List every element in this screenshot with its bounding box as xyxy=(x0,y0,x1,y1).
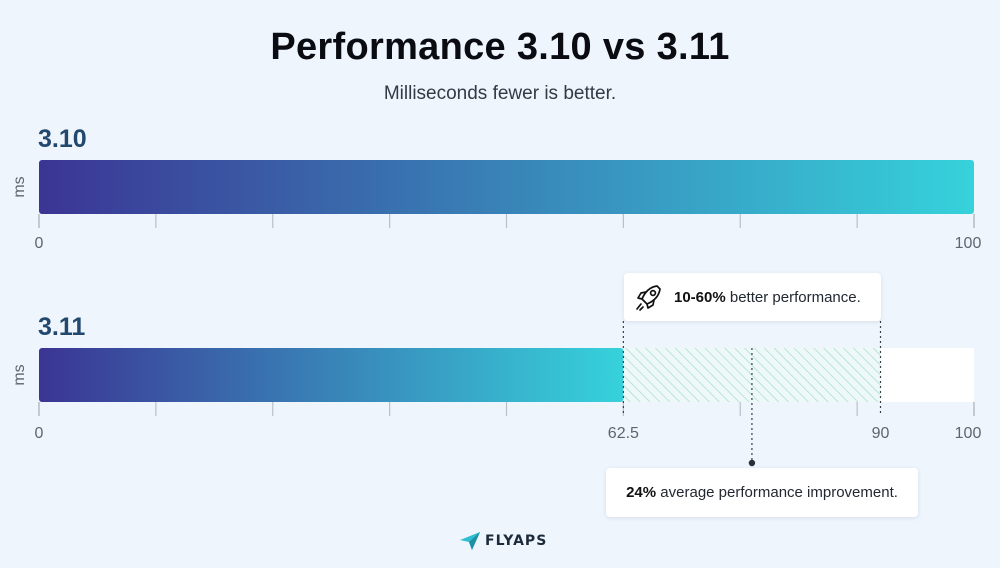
tick-label-1-1: 62.5 xyxy=(608,425,639,442)
tick-label-1-3: 100 xyxy=(955,425,982,442)
callout-average-improvement: 24% average performance improvement. xyxy=(606,468,918,517)
tick-label-0-0: 0 xyxy=(35,235,44,252)
logo-text: FLYAPS xyxy=(485,533,548,549)
flyaps-logo: FLYAPS xyxy=(459,530,547,552)
category-label-1: 3.11 xyxy=(38,313,85,341)
tick-label-1-2: 90 xyxy=(872,425,890,442)
bar-3-10 xyxy=(39,160,974,214)
y-axis-label-1: ms xyxy=(11,364,28,385)
rocket-icon xyxy=(636,285,661,311)
callout-performance-range: 10-60% better performance. xyxy=(624,273,881,321)
bar-3-11 xyxy=(39,348,624,402)
y-axis-label-0: ms xyxy=(11,176,28,197)
callout-performance-range-text: 10-60% better performance. xyxy=(674,288,861,306)
chart-title: Performance 3.10 vs 3.11 xyxy=(270,26,730,68)
average-leader-dot xyxy=(748,459,756,467)
tick-label-0-1: 100 xyxy=(955,235,982,252)
tick-label-1-0: 0 xyxy=(35,425,44,442)
callout-average-improvement-text: 24% average performance improvement. xyxy=(626,484,898,501)
chart-subtitle: Milliseconds fewer is better. xyxy=(383,83,617,104)
category-label-0: 3.10 xyxy=(38,125,87,153)
paper-plane-icon xyxy=(460,532,480,550)
